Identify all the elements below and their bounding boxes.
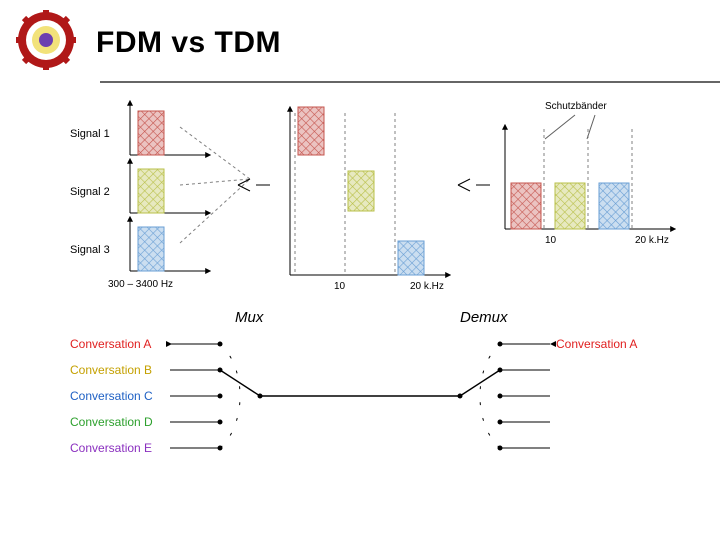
logo: [14, 8, 78, 77]
svg-text:20 k.Hz: 20 k.Hz: [410, 281, 444, 292]
svg-text:Demux: Demux: [460, 309, 508, 326]
title-divider: [100, 81, 720, 83]
svg-text:300 – 3400 Hz: 300 – 3400 Hz: [108, 279, 173, 290]
svg-text:Signal 1: Signal 1: [70, 128, 110, 140]
svg-text:Conversation E: Conversation E: [70, 441, 152, 455]
svg-text:10: 10: [545, 235, 557, 246]
svg-text:10: 10: [334, 281, 346, 292]
svg-text:Conversation D: Conversation D: [70, 415, 153, 429]
header: FDM vs TDM: [0, 0, 720, 77]
svg-text:Signal 3: Signal 3: [70, 244, 110, 256]
svg-text:Conversation A: Conversation A: [70, 337, 151, 351]
fdm-diagram: Signal 1 Signal 2 Signal 3 300 – 3400 Hz 10 2…: [0, 89, 720, 299]
svg-text:Conversation C: Conversation C: [70, 389, 153, 403]
svg-text:Mux: Mux: [235, 309, 264, 326]
tdm-diagram: Mux Demux Conversation A Conversation B Conv…: [0, 304, 720, 494]
svg-text:Conversation A: Conversation A: [556, 337, 637, 351]
svg-text:20 k.Hz: 20 k.Hz: [635, 235, 669, 246]
svg-text:Conversation B: Conversation B: [70, 363, 152, 377]
page-title: FDM vs TDM: [96, 26, 281, 60]
svg-text:Signal 2: Signal 2: [70, 186, 110, 198]
svg-text:Schutzbänder: Schutzbänder: [545, 101, 607, 112]
